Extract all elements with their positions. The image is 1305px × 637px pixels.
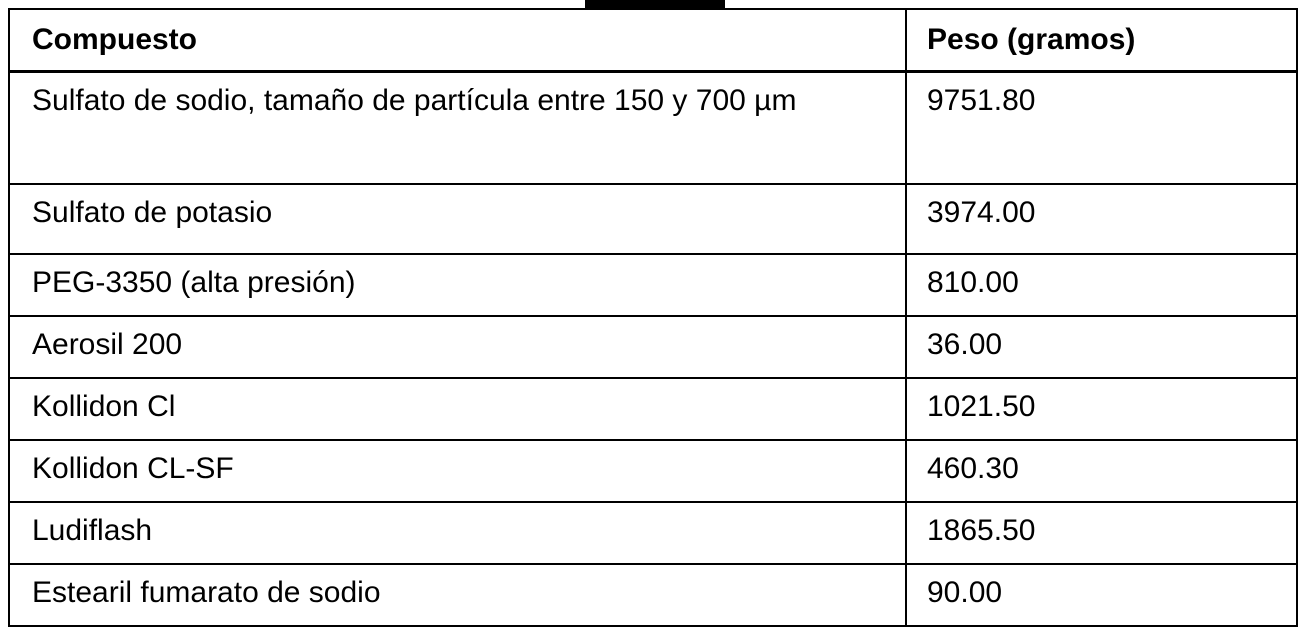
table-row: Kollidon CL-SF 460.30 [8,439,1298,504]
cell-compound: Estearil fumarato de sodio [8,563,907,628]
cell-weight-text: 1865.50 [927,514,1036,548]
cell-compound-text: Kollidon Cl [32,390,176,424]
cell-weight: 3974.00 [905,183,1298,256]
table-container: Compuesto Peso (gramos) Sulfato de sodio… [8,8,1298,630]
cell-compound-text: PEG-3350 (alta presión) [32,266,356,300]
scan-artifact-bar [585,0,725,11]
cell-compound-text: Sulfato de sodio, tamaño de partícula en… [32,84,797,118]
table-row: Estearil fumarato de sodio 90.00 [8,563,1298,628]
cell-compound-text: Sulfato de potasio [32,196,273,230]
cell-compound: Kollidon CL-SF [8,439,907,504]
cell-weight: 810.00 [905,253,1298,318]
cell-weight: 1865.50 [905,501,1298,566]
cell-weight-text: 1021.50 [927,390,1036,424]
table-row: Sulfato de sodio, tamaño de partícula en… [8,70,1298,186]
cell-weight-text: 3974.00 [927,196,1036,230]
column-header-compound: Compuesto [8,8,907,74]
cell-compound-text: Kollidon CL-SF [32,452,234,486]
cell-weight: 90.00 [905,563,1298,628]
compound-weight-table: Compuesto Peso (gramos) Sulfato de sodio… [8,8,1298,628]
table-header-row: Compuesto Peso (gramos) [8,8,1298,74]
cell-compound: Kollidon Cl [8,377,907,442]
cell-weight-text: 810.00 [927,266,1019,300]
cell-weight: 460.30 [905,439,1298,504]
cell-weight: 9751.80 [905,70,1298,186]
cell-compound-text: Ludiflash [32,514,153,548]
cell-weight-text: 36.00 [927,328,1003,362]
column-header-weight-label: Peso (gramos) [927,23,1136,56]
cell-compound: Sulfato de sodio, tamaño de partícula en… [8,70,907,186]
column-header-weight: Peso (gramos) [905,8,1298,74]
cell-weight: 1021.50 [905,377,1298,442]
table-row: PEG-3350 (alta presión) 810.00 [8,253,1298,318]
cell-compound: PEG-3350 (alta presión) [8,253,907,318]
column-header-compound-label: Compuesto [32,23,197,56]
table-row: Aerosil 200 36.00 [8,315,1298,380]
cell-weight-text: 9751.80 [927,84,1036,118]
cell-compound-text: Estearil fumarato de sodio [32,576,381,610]
cell-compound: Aerosil 200 [8,315,907,380]
table-row: Sulfato de potasio 3974.00 [8,183,1298,256]
cell-weight-text: 90.00 [927,576,1003,610]
cell-compound: Ludiflash [8,501,907,566]
table-row: Kollidon Cl 1021.50 [8,377,1298,442]
cell-compound-text: Aerosil 200 [32,328,183,362]
table-row: Ludiflash 1865.50 [8,501,1298,566]
cell-weight-text: 460.30 [927,452,1019,486]
cell-compound: Sulfato de potasio [8,183,907,256]
cell-weight: 36.00 [905,315,1298,380]
